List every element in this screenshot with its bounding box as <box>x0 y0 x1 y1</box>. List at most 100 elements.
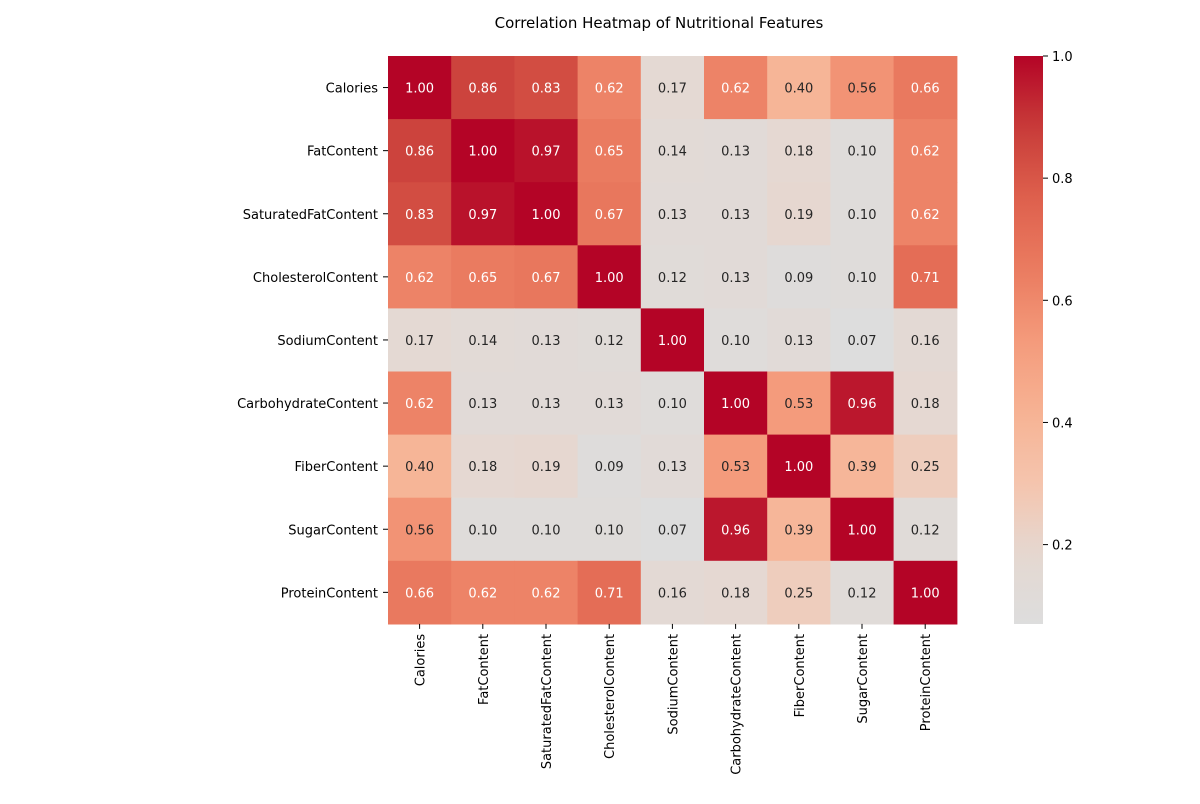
y-tick-label: SugarContent <box>288 523 378 538</box>
heatmap-cell-label: 0.40 <box>784 82 813 97</box>
heatmap-cell <box>577 560 642 625</box>
heatmap-cell-label: 0.53 <box>721 460 750 475</box>
heatmap-cell <box>388 497 452 562</box>
heatmap-cell-label: 0.83 <box>405 208 434 223</box>
heatmap-cell-label: 0.25 <box>784 586 813 601</box>
heatmap-cell-label: 0.40 <box>405 460 434 475</box>
heatmap-cell-label: 0.97 <box>468 208 497 223</box>
heatmap-cell-label: 0.53 <box>784 397 813 412</box>
colorbar-tick-label: 1.0 <box>1052 50 1073 65</box>
heatmap-cell-label: 1.00 <box>468 145 497 160</box>
heatmap-cell <box>830 245 895 309</box>
heatmap-cell-label: 0.62 <box>532 586 561 601</box>
heatmap-cell <box>767 560 831 625</box>
heatmap-cell-label: 0.71 <box>595 586 624 601</box>
heatmap-cell-label: 0.62 <box>911 145 940 160</box>
heatmap-cell <box>640 182 705 246</box>
heatmap-cell <box>767 245 831 309</box>
heatmap-cell-label: 0.18 <box>468 460 497 475</box>
heatmap-cell <box>640 560 705 625</box>
heatmap-cell <box>577 182 642 246</box>
heatmap-cell-label: 0.56 <box>848 82 877 97</box>
colorbar-tick-label: 0.4 <box>1052 416 1073 431</box>
heatmap-cell <box>767 497 831 562</box>
y-tick-label: Calories <box>326 82 379 97</box>
heatmap-cell-label: 0.12 <box>595 334 624 349</box>
heatmap-cell-label: 0.13 <box>721 271 750 286</box>
heatmap-cell-label: 0.19 <box>784 208 813 223</box>
heatmap-cell <box>767 308 831 373</box>
heatmap-cell <box>640 497 705 562</box>
heatmap-cell <box>640 56 705 120</box>
colorbar-gradient <box>1014 56 1043 624</box>
x-tick-label: SodiumContent <box>666 634 681 735</box>
heatmap-cell-label: 0.16 <box>658 586 687 601</box>
heatmap-cells <box>388 56 958 625</box>
heatmap-cell <box>640 308 705 373</box>
heatmap-cell <box>451 182 515 246</box>
heatmap-cell-label: 0.09 <box>784 271 813 286</box>
y-axis: Calories FatContent SaturatedFatContent Cho… <box>237 82 388 601</box>
heatmap-cell <box>577 56 642 120</box>
heatmap-cell-label: 0.12 <box>658 271 687 286</box>
heatmap-cell <box>830 119 895 183</box>
heatmap-cell <box>704 434 768 499</box>
heatmap-cell <box>577 119 642 183</box>
heatmap-cell <box>514 560 579 625</box>
heatmap-cell <box>451 497 515 562</box>
heatmap-cell <box>577 308 642 373</box>
heatmap-cell <box>893 434 958 499</box>
heatmap-cell-label: 0.13 <box>658 208 687 223</box>
heatmap-cell <box>767 119 831 183</box>
heatmap-cell <box>577 245 642 309</box>
heatmap-cell <box>704 56 768 120</box>
heatmap-cell <box>640 245 705 309</box>
heatmap-cell <box>514 497 579 562</box>
heatmap-cell <box>388 119 452 183</box>
heatmap-cell-label: 0.17 <box>405 334 434 349</box>
heatmap-cell <box>514 56 579 120</box>
heatmap-cell-label: 0.14 <box>658 145 687 160</box>
heatmap-cell-label: 1.00 <box>532 208 561 223</box>
y-tick-label: FatContent <box>307 145 378 160</box>
heatmap-cell <box>451 560 515 625</box>
heatmap-cell <box>388 434 452 499</box>
heatmap-cell-label: 0.10 <box>595 523 624 538</box>
heatmap-cell <box>830 371 895 436</box>
colorbar-tick-label: 0.2 <box>1052 539 1073 554</box>
heatmap-cell-label: 0.18 <box>784 145 813 160</box>
heatmap-cell-label: 0.10 <box>848 208 877 223</box>
heatmap-cell <box>830 182 895 246</box>
x-tick-label: CholesterolContent <box>603 634 618 759</box>
x-tick-label: Calories <box>414 634 429 687</box>
heatmap-cell-label: 0.39 <box>784 523 813 538</box>
heatmap-cell <box>388 56 452 120</box>
x-tick-label: FiberContent <box>793 634 808 717</box>
heatmap-cell-label: 1.00 <box>595 271 624 286</box>
heatmap-cell-label: 0.62 <box>405 397 434 412</box>
heatmap-cell-label: 0.83 <box>532 82 561 97</box>
heatmap-cell <box>767 371 831 436</box>
heatmap-cell-label: 0.07 <box>848 334 877 349</box>
heatmap-cell <box>830 308 895 373</box>
x-tick-label: FatContent <box>477 634 492 705</box>
heatmap-cell-label: 0.13 <box>532 334 561 349</box>
heatmap-cell <box>577 371 642 436</box>
heatmap-cell-label: 1.00 <box>911 586 940 601</box>
heatmap-cell <box>514 308 579 373</box>
heatmap-cell-label: 0.62 <box>721 82 750 97</box>
heatmap-cell <box>767 56 831 120</box>
heatmap-cell-label: 0.67 <box>532 271 561 286</box>
heatmap-cell-label: 0.13 <box>468 397 497 412</box>
heatmap-cell-label: 0.10 <box>721 334 750 349</box>
heatmap-cell-labels: 1.00 0.86 0.83 0.62 0.17 0.62 0.40 0.56 0.66 0.86… <box>405 82 940 602</box>
heatmap-cell-label: 0.97 <box>532 145 561 160</box>
heatmap-cell-label: 0.62 <box>468 586 497 601</box>
chart-title: Correlation Heatmap of Nutritional Featu… <box>495 14 824 32</box>
heatmap-cell-label: 1.00 <box>405 82 434 97</box>
heatmap-cell-label: 1.00 <box>721 397 750 412</box>
colorbar-tick-label: 0.8 <box>1052 172 1073 187</box>
colorbar: 0.2 0.4 0.6 0.8 1.0 <box>1014 50 1073 624</box>
heatmap-cell-label: 0.19 <box>532 460 561 475</box>
